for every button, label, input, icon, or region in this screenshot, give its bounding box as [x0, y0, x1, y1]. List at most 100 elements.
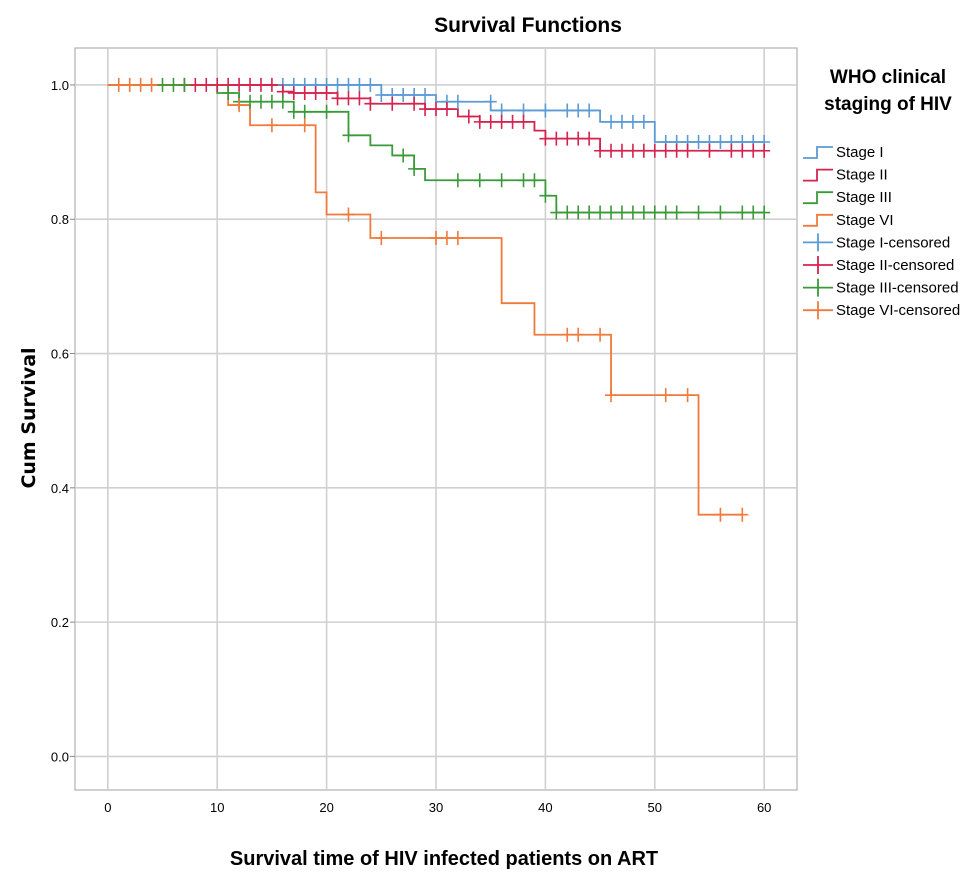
censor-mark-series-1: [419, 88, 432, 103]
censor-mark-series-3: [605, 205, 618, 220]
legend-item: Stage III-censored: [803, 278, 959, 297]
x-tick-label: 30: [429, 800, 443, 815]
censor-mark-series-2: [648, 143, 661, 158]
censor-mark-series-2: [430, 102, 442, 117]
legend: WHO clinical staging of HIV Stage IStage…: [803, 67, 960, 319]
x-axis-label: Survival time of HIV infected patients o…: [230, 848, 658, 870]
y-tick-label: 0.0: [51, 749, 69, 764]
legend-label: Stage I-censored: [836, 234, 950, 251]
censor-mark-series-3: [156, 77, 169, 92]
censor-mark-series-4: [659, 388, 672, 403]
censor-mark-series-2: [364, 96, 377, 111]
censor-mark-series-3: [561, 205, 574, 220]
censor-mark-series-4: [440, 231, 453, 246]
censor-mark-series-3: [670, 205, 683, 220]
censor-mark-series-2: [386, 96, 399, 111]
censor-mark-series-2: [484, 114, 497, 129]
censor-mark-series-2: [462, 109, 475, 124]
censor-mark-series-2: [211, 77, 224, 92]
censor-mark-series-3: [167, 77, 180, 92]
censor-mark-series-3: [287, 104, 300, 119]
censor-mark-series-2: [703, 143, 716, 158]
censor-mark-series-3: [495, 173, 508, 188]
censor-mark-series-2: [681, 143, 694, 158]
censor-mark-series-2: [747, 143, 760, 158]
censor-mark-series-2: [659, 143, 672, 158]
censor-mark-series-2: [670, 143, 683, 158]
censor-mark-series-4: [233, 98, 246, 113]
censor-mark-series-2: [265, 77, 278, 92]
censor-mark-series-3: [615, 205, 628, 220]
censor-marks: [112, 77, 771, 522]
censor-mark-series-3: [276, 94, 289, 109]
legend-step-swatch: [803, 168, 833, 182]
legend-item: Stage II-censored: [803, 256, 954, 274]
legend-censor-swatch: [803, 301, 833, 320]
censor-mark-series-2: [495, 114, 508, 129]
legend-items: Stage I Stage II Stage III Stage VI Stage I-…: [803, 144, 960, 319]
censor-mark-series-1: [451, 94, 464, 109]
censor-mark-series-2: [736, 143, 749, 158]
censor-mark-series-2: [233, 77, 246, 92]
censor-mark-series-2: [583, 131, 596, 146]
censor-mark-series-4: [451, 231, 464, 246]
censor-mark-series-4: [572, 327, 585, 342]
censor-mark-series-2: [298, 85, 311, 100]
legend-item: Stage I: [803, 144, 884, 161]
legend-label: Stage I: [836, 144, 884, 161]
y-tick-label: 1.0: [51, 78, 69, 93]
censor-mark-series-4: [123, 77, 136, 92]
censor-mark-series-2: [517, 114, 530, 129]
y-tick-label: 0.4: [51, 481, 69, 496]
x-tick-label: 10: [210, 800, 224, 815]
censor-mark-series-1: [605, 114, 618, 129]
censor-mark-series-3: [222, 85, 235, 100]
censor-mark-series-2: [758, 143, 771, 158]
censor-mark-series-3: [550, 205, 563, 220]
censor-mark-series-1: [637, 114, 650, 129]
censor-mark-series-3: [397, 148, 410, 163]
censor-mark-series-1: [484, 94, 497, 109]
censor-mark-series-3: [320, 104, 333, 119]
censor-mark-series-4: [134, 77, 147, 92]
censor-mark-series-3: [648, 205, 661, 220]
censor-mark-series-1: [626, 114, 639, 129]
censor-mark-series-2: [353, 91, 366, 106]
censor-mark-series-2: [342, 91, 355, 106]
censor-mark-series-2: [550, 131, 563, 146]
censor-mark-series-1: [615, 114, 628, 129]
censor-mark-series-2: [331, 91, 344, 106]
legend-censor-swatch: [803, 256, 833, 274]
censor-mark-series-3: [254, 94, 267, 109]
censor-mark-series-4: [145, 77, 158, 92]
censor-mark-series-3: [342, 128, 355, 143]
legend-label: Stage II: [836, 167, 888, 184]
censor-mark-series-4: [736, 507, 749, 522]
censor-mark-series-3: [539, 188, 552, 203]
censor-mark-series-4: [430, 231, 442, 246]
censor-mark-series-3: [265, 94, 278, 109]
censor-mark-series-4: [342, 207, 355, 222]
censor-mark-series-1: [375, 88, 388, 103]
legend-item: Stage VI: [803, 212, 894, 229]
censor-mark-series-4: [265, 118, 278, 133]
axis-ticks: 0 10 20 30 40 50 60 0.0 0.2 0.4 0.6 0.8 1.0: [51, 78, 771, 815]
censor-mark-series-3: [626, 205, 639, 220]
censor-mark-series-1: [572, 103, 585, 118]
legend-label: Stage III: [836, 189, 892, 206]
censor-mark-series-3: [659, 205, 672, 220]
censor-mark-series-4: [561, 327, 574, 342]
censor-mark-series-2: [615, 143, 628, 158]
censor-mark-series-3: [736, 205, 749, 220]
censor-mark-series-4: [681, 388, 694, 403]
censor-mark-series-2: [572, 131, 585, 146]
legend-step-swatch: [803, 191, 833, 205]
censor-mark-series-4: [298, 118, 311, 133]
censor-mark-series-2: [200, 77, 213, 92]
censor-mark-series-1: [353, 77, 366, 92]
x-tick-label: 20: [319, 800, 333, 815]
censor-mark-series-1: [561, 103, 574, 118]
censor-mark-series-2: [637, 143, 650, 158]
chart-title: Survival Functions: [434, 14, 622, 37]
censor-mark-series-3: [637, 205, 650, 220]
